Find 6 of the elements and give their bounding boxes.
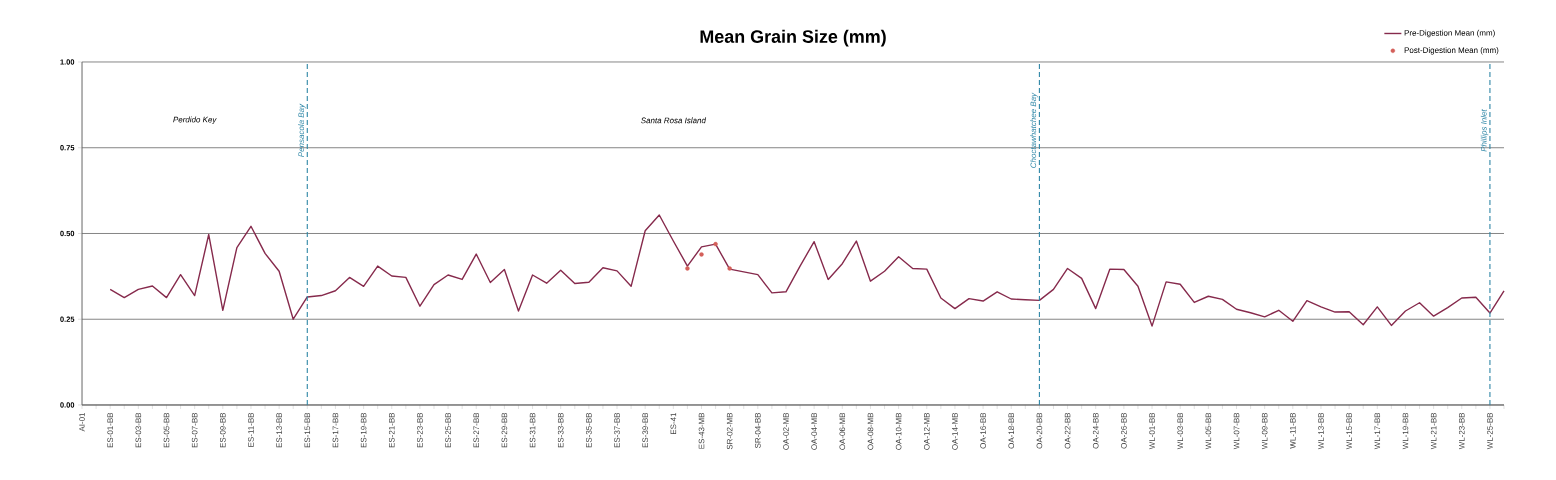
point (713, 241, 718, 247)
line-series (109, 214, 1505, 327)
point (699, 252, 704, 257)
point (685, 266, 690, 271)
chart-title: Mean Grain Size (mm) (700, 29, 886, 47)
point (727, 266, 732, 271)
